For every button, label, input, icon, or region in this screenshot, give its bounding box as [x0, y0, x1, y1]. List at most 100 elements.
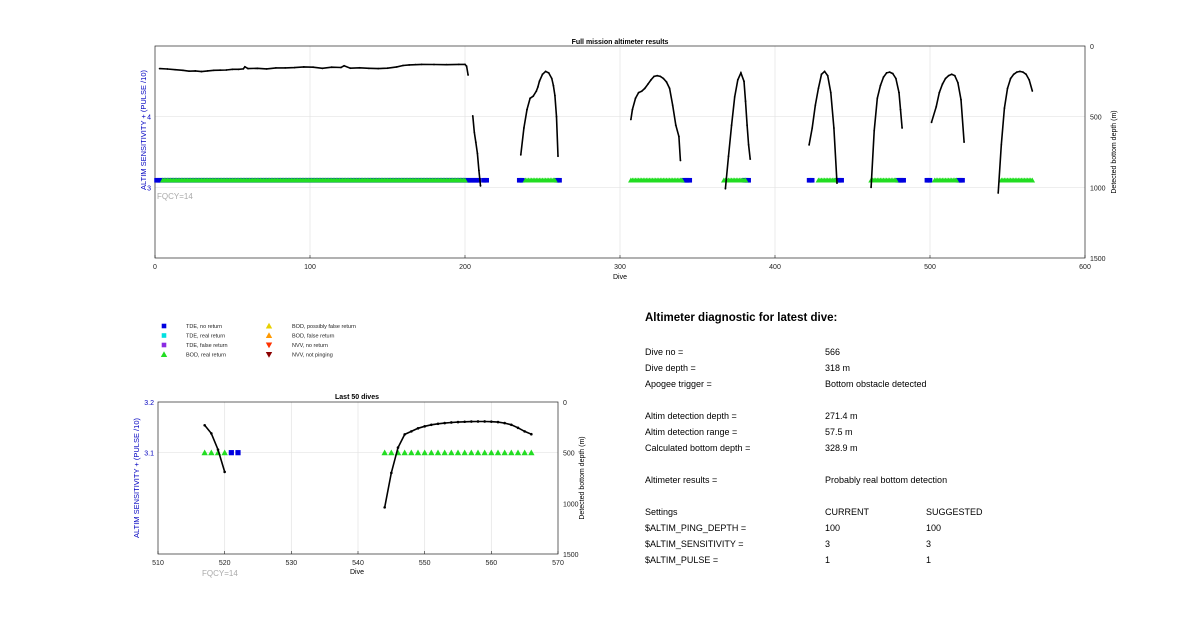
bottom-depth-point: [1006, 87, 1009, 90]
bottom-depth-point: [953, 74, 956, 77]
bottom-depth-point: [814, 104, 817, 107]
bottom-depth-point: [225, 69, 228, 71]
bottom-depth-point: [519, 153, 522, 156]
bottom-depth-point: [997, 192, 1000, 194]
bottom-depth-line: [520, 70, 559, 157]
bottom-depth-line: [930, 73, 965, 143]
bottom-depth-point: [678, 135, 680, 138]
bottom-depth-point: [960, 98, 962, 101]
y-tick-label-right: 0: [563, 400, 567, 407]
bottom-depth-point: [554, 94, 556, 97]
legend: TDE, no return TDE, real return TDE, false…: [160, 322, 356, 359]
det-depth-label: Altim detection depth =: [645, 411, 737, 421]
bottom-depth-point: [436, 422, 440, 426]
bottom-depth-line: [870, 71, 903, 188]
settings-label: Settings: [645, 507, 678, 517]
bottom-depth-line: [808, 70, 838, 184]
bottom-depth-point: [358, 66, 361, 69]
tde-no-return-marker: [557, 177, 562, 183]
bottom-depth-point: [166, 68, 169, 70]
bod-real-return-marker: [448, 449, 455, 456]
bottom-depth-point: [811, 127, 814, 129]
legend-marker-nvv-not-pinging: [265, 351, 273, 358]
bod-real-return-marker: [221, 449, 228, 456]
bottom-depth-point: [330, 66, 333, 69]
bottom-depth-point: [938, 91, 941, 94]
pulse-suggested: 1: [926, 555, 932, 565]
bod-real-return-marker: [201, 449, 208, 456]
bottom-depth-point: [647, 83, 649, 86]
bottom-depth-point: [950, 73, 953, 76]
bottom-depth-line: [630, 74, 682, 161]
bottom-depth-point: [631, 108, 634, 111]
bottom-depth-point: [665, 81, 668, 83]
current-header: CURRENT: [825, 507, 869, 517]
bottom-depth-point: [963, 141, 965, 144]
bod-real-return-marker: [481, 449, 488, 456]
det-range-label: Altim detection range =: [645, 427, 738, 437]
bottom-depth-point: [457, 63, 460, 66]
apogee-row: Apogee trigger = Bottom obstacle detecte…: [645, 379, 1105, 393]
bottom-depth-point: [158, 67, 161, 70]
bottom-depth-point: [420, 63, 423, 66]
y-tick-label-left: 3.2: [144, 400, 154, 407]
calc-depth-value: 328.9 m: [825, 443, 858, 453]
bottom-depth-point: [194, 69, 197, 72]
x-tick-label: 200: [459, 264, 471, 271]
tde-no-return-marker: [484, 177, 489, 183]
bod-real-return-marker: [494, 449, 502, 456]
bottom-depth-point: [808, 144, 810, 146]
bottom-depth-point: [679, 159, 682, 162]
bottom-depth-point: [740, 71, 742, 74]
legend-label: NVV, not pinging: [292, 353, 333, 359]
bottom-depth-point: [410, 430, 413, 433]
bottom-depth-point: [736, 79, 739, 81]
bottom-depth-point: [1019, 70, 1021, 73]
dive-depth-value: 318 m: [825, 363, 851, 373]
legend-marker-tde-real-return: [161, 333, 167, 338]
tde-no-return-marker: [228, 450, 234, 456]
bod-real-return-marker: [1029, 177, 1036, 183]
bottom-depth-point: [529, 97, 531, 100]
bottom-depth-point: [1025, 73, 1027, 76]
tde-no-return-marker: [687, 177, 693, 183]
bottom-depth-point: [464, 63, 466, 66]
bottom-depth-point: [237, 68, 240, 71]
y-tick-label-left: 3.1: [144, 451, 154, 458]
bod-real-return-marker: [501, 449, 508, 456]
det-range-value: 57.5 m: [825, 427, 853, 437]
legend-label: TDE, real return: [186, 334, 225, 340]
bottom-depth-point: [284, 67, 287, 69]
bottom-depth-point: [213, 69, 215, 72]
bottom-depth-point: [730, 124, 733, 127]
bottom-depth-point: [535, 90, 538, 93]
ping-depth-row: $ALTIM_PING_DEPTH = 100 100: [645, 523, 1105, 537]
x-tick-label: 300: [614, 264, 626, 271]
bottom-depth-point: [727, 155, 730, 158]
bottom-depth-point: [637, 91, 640, 94]
bottom-depth-point: [293, 66, 296, 69]
bottom-depth-point: [467, 74, 469, 76]
bottom-depth-point: [343, 64, 345, 67]
bottom-depth-point: [557, 155, 559, 158]
y-tick-label-right: 500: [1090, 115, 1102, 122]
chart1-fqcy-annotation: FQCY=14: [157, 192, 193, 201]
bottom-depth-point: [640, 90, 643, 93]
bottom-depth-point: [483, 420, 486, 423]
x-tick-label: 400: [769, 264, 781, 271]
ping-depth-label: $ALTIM_PING_DEPTH =: [645, 523, 747, 533]
bottom-depth-point: [265, 67, 268, 70]
bottom-depth-point: [930, 121, 933, 124]
bottom-depth-point: [174, 68, 177, 71]
bottom-depth-point: [544, 70, 547, 73]
bottom-depth-point: [833, 127, 835, 129]
suggested-header: SUGGESTED: [926, 507, 983, 517]
full-mission-chart: Full mission altimeter results 0 100 200 30…: [139, 39, 1118, 281]
tde-no-return-marker: [476, 177, 482, 183]
bottom-depth-point: [935, 105, 938, 108]
det-depth-value: 271.4 m: [825, 411, 858, 421]
bottom-depth-point: [829, 91, 832, 94]
bottom-depth-point: [470, 420, 473, 423]
bottom-depth-point: [674, 124, 677, 127]
bottom-depth-line: [472, 115, 482, 186]
